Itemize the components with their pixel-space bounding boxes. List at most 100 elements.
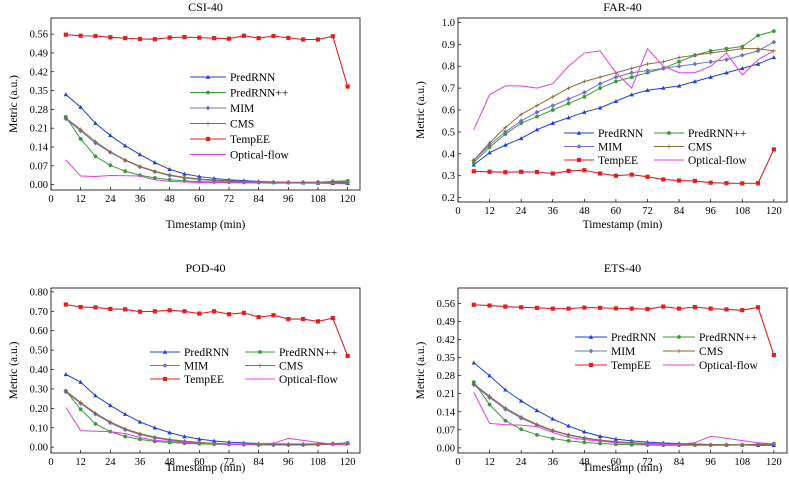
data-point-tempee	[63, 302, 68, 307]
y-tick-label: 0.56	[437, 299, 455, 310]
data-point-predrnn	[63, 92, 69, 97]
data-point-cms	[123, 426, 128, 431]
data-point-tempee	[315, 37, 321, 42]
data-point-predrnn	[692, 79, 698, 84]
data-point-tempee	[182, 34, 187, 40]
legend-marker	[205, 74, 211, 79]
data-point-mim	[597, 81, 603, 87]
legend-label: Optical-flow	[230, 150, 289, 162]
y-tick-label: 0.42	[30, 67, 48, 78]
data-point-cms	[137, 164, 142, 169]
chart-far-40: FAR-40 0 12 24 36 48 60 72 84 96 108 120 0.2 0.3 0.4 0.…	[415, 0, 788, 231]
x-tick-label: 108	[734, 206, 750, 217]
data-point-cms	[582, 79, 587, 84]
data-point-cms	[471, 158, 476, 163]
data-point-predrnn	[518, 136, 524, 141]
data-point-predrnnplusplus	[78, 137, 83, 141]
data-point-predrnn	[629, 92, 634, 97]
x-tick-label: 36	[135, 457, 146, 468]
data-point-predrnnplusplus	[519, 427, 524, 432]
data-point-predrnn	[487, 373, 492, 378]
series-tempee	[63, 32, 350, 89]
data-point-cms	[756, 46, 761, 51]
data-point-cms	[301, 442, 306, 447]
series-tempee	[471, 147, 776, 186]
data-point-tempee	[315, 319, 321, 324]
y-tick-label: 0.28	[30, 105, 48, 116]
series-line-mim	[473, 384, 774, 446]
data-point-cms	[724, 48, 729, 53]
data-point-cms	[78, 127, 83, 132]
data-point-cms	[78, 400, 83, 405]
legend-label: PredRNN++	[230, 88, 288, 100]
plot-frame	[50, 17, 361, 191]
data-point-tempee	[167, 35, 172, 40]
y-tick-label: 0.50	[30, 346, 48, 357]
data-point-predrnnplusplus	[93, 421, 98, 426]
series-line-mim	[473, 41, 775, 161]
legend-marker	[206, 90, 210, 95]
x-tick-label: 120	[340, 194, 356, 205]
legend-marker	[162, 376, 168, 382]
data-point-predrnn	[182, 434, 187, 439]
data-point-tempee	[471, 169, 476, 174]
data-point-tempee	[740, 308, 745, 313]
data-point-predrnn	[613, 436, 619, 441]
x-tick-label: 36	[548, 206, 559, 217]
series-line-tempee	[65, 34, 349, 87]
data-point-cms	[137, 431, 142, 436]
x-tick-label: 36	[548, 457, 559, 468]
data-point-tempee	[167, 308, 172, 313]
series-line-predrnn	[65, 373, 348, 445]
legend: PredRNN PredRNN++ MIM CMS TempEE Optical-flow	[150, 347, 338, 386]
data-point-predrnnplusplus	[550, 108, 555, 112]
x-tick-label: 24	[105, 457, 116, 468]
data-point-tempee	[78, 304, 83, 310]
series-line-tempee	[473, 304, 775, 356]
legend-label: PredRNN	[230, 72, 276, 84]
chart-pod-40: POD-40 0 12 24 36 48 60 72 84 96 108 120 0.00 0.10 0.2…	[8, 261, 361, 474]
data-point-mim	[550, 103, 556, 109]
data-point-tempee	[534, 305, 540, 310]
data-point-cms	[566, 432, 571, 437]
data-point-tempee	[93, 33, 98, 39]
y-tick-label: 0.8	[442, 62, 455, 73]
legend-item-cms: CMS	[190, 119, 254, 131]
data-point-cms	[519, 414, 524, 419]
data-point-tempee	[771, 352, 776, 358]
data-point-tempee	[271, 33, 276, 39]
data-point-predrnnplusplus	[677, 59, 681, 64]
legend-label: MIM	[230, 103, 254, 115]
data-point-cms	[534, 422, 539, 427]
data-point-tempee	[345, 353, 350, 359]
x-tick-label: 12	[484, 457, 495, 468]
legend-label: PredRNN++	[699, 332, 757, 344]
series-cms	[63, 388, 350, 447]
x-tick-label: 108	[734, 457, 750, 468]
data-point-predrnnplusplus	[598, 441, 603, 446]
data-point-tempee	[613, 306, 619, 311]
legend-item-optical-flow: Optical-flow	[663, 360, 758, 372]
data-point-tempee	[613, 173, 619, 178]
x-tick-label: 72	[224, 194, 235, 205]
data-point-tempee	[212, 36, 217, 41]
data-point-predrnn	[63, 372, 69, 377]
data-point-predrnn	[108, 403, 113, 408]
data-point-tempee	[108, 35, 113, 40]
x-axis-label: Timestamp (min)	[583, 462, 663, 474]
y-tick-label: 0.28	[437, 371, 455, 382]
data-point-cms	[645, 62, 650, 66]
data-point-cms	[534, 103, 539, 108]
data-point-tempee	[108, 306, 113, 312]
series-line-optical-flow	[65, 407, 348, 446]
data-point-predrnn	[534, 127, 540, 132]
legend-item-predrnn: PredRNN	[190, 72, 276, 84]
data-point-cms	[566, 86, 571, 91]
y-tick-label: 0.30	[30, 384, 48, 395]
data-point-predrnnplusplus	[78, 407, 83, 412]
series-line-optical-flow	[473, 392, 774, 445]
data-point-cms	[226, 178, 231, 183]
x-tick-label: 72	[642, 457, 653, 468]
x-tick-label: 120	[766, 206, 782, 217]
data-point-tempee	[629, 306, 634, 311]
